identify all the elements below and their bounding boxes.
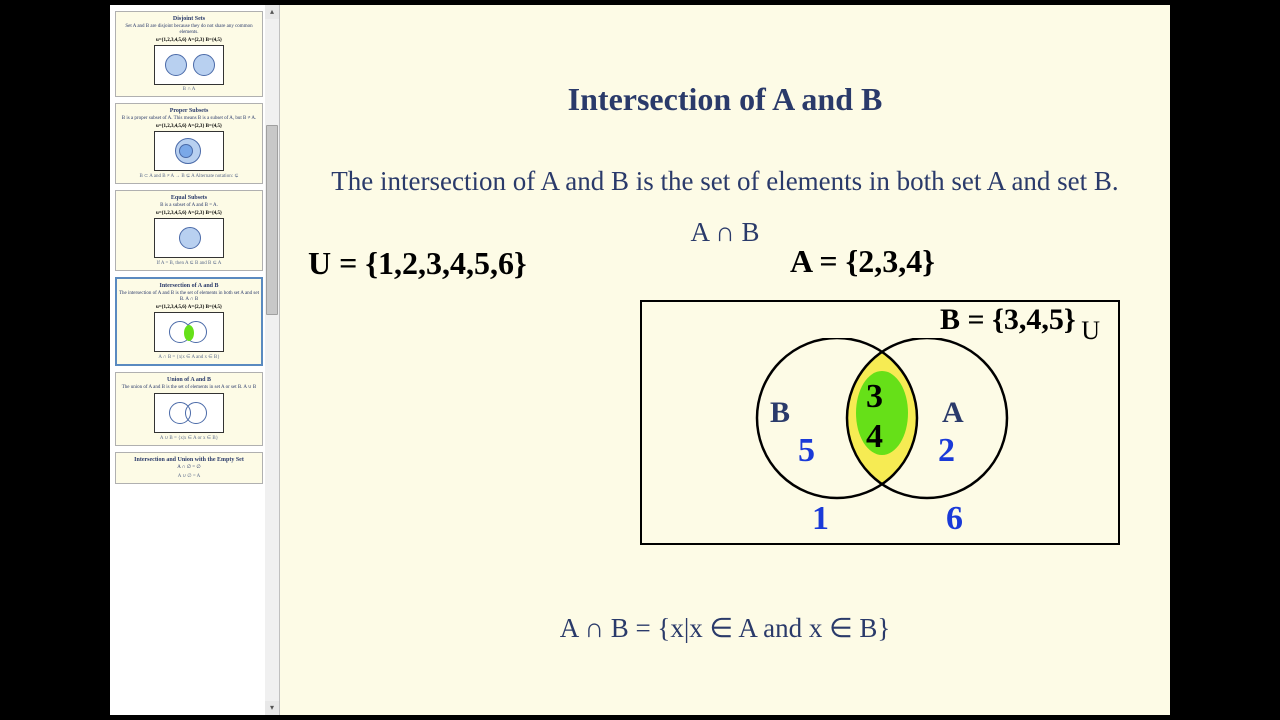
venn-num-4: 4 <box>866 418 883 456</box>
scrollbar-thumb[interactable] <box>266 125 278 315</box>
slide-thumbnail-4[interactable]: Intersection of A and BThe intersection … <box>115 277 263 366</box>
universe-label: U <box>1081 316 1100 346</box>
main-slide: Intersection of A and B The intersection… <box>280 5 1170 715</box>
venn-num-1: 1 <box>812 500 829 538</box>
slide-thumbnail-1[interactable]: Disjoint SetsSet A and B are disjoint be… <box>115 11 263 97</box>
handwriting-u-set: U = {1,2,3,4,5,6} <box>308 245 527 282</box>
circle-b-label: B <box>770 396 790 430</box>
slide-thumbnail-5[interactable]: Union of A and BThe union of A and B is … <box>115 372 263 446</box>
venn-num-6: 6 <box>946 500 963 538</box>
sidebar-scrollbar[interactable]: ▴ ▾ <box>265 5 279 715</box>
venn-num-5: 5 <box>798 432 815 470</box>
slide-formula: A ∩ B = {x|x ∈ A and x ∈ B} <box>280 613 1170 644</box>
slide-thumbnail-2[interactable]: Proper SubsetsB is a proper subset of A.… <box>115 103 263 184</box>
venn-num-3: 3 <box>866 378 883 416</box>
slide-title: Intersection of A and B <box>320 81 1130 118</box>
handwriting-a-set: A = {2,3,4} <box>790 243 935 280</box>
slide-description: The intersection of A and B is the set o… <box>320 162 1130 201</box>
app-frame: Disjoint SetsSet A and B are disjoint be… <box>110 5 1170 715</box>
venn-universe-box: U B A 3 4 5 2 1 <box>640 300 1120 545</box>
slide-thumbnail-3[interactable]: Equal SubsetsB is a subset of A and B = … <box>115 190 263 271</box>
circle-a-label: A <box>942 396 964 430</box>
slide-thumbnail-6[interactable]: Intersection and Union with the Empty Se… <box>115 452 263 484</box>
thumbnail-sidebar[interactable]: Disjoint SetsSet A and B are disjoint be… <box>110 5 280 715</box>
scroll-down-arrow[interactable]: ▾ <box>265 701 279 715</box>
slide-notation: A ∩ B <box>320 217 1130 248</box>
venn-num-2: 2 <box>938 432 955 470</box>
scroll-up-arrow[interactable]: ▴ <box>265 5 279 19</box>
